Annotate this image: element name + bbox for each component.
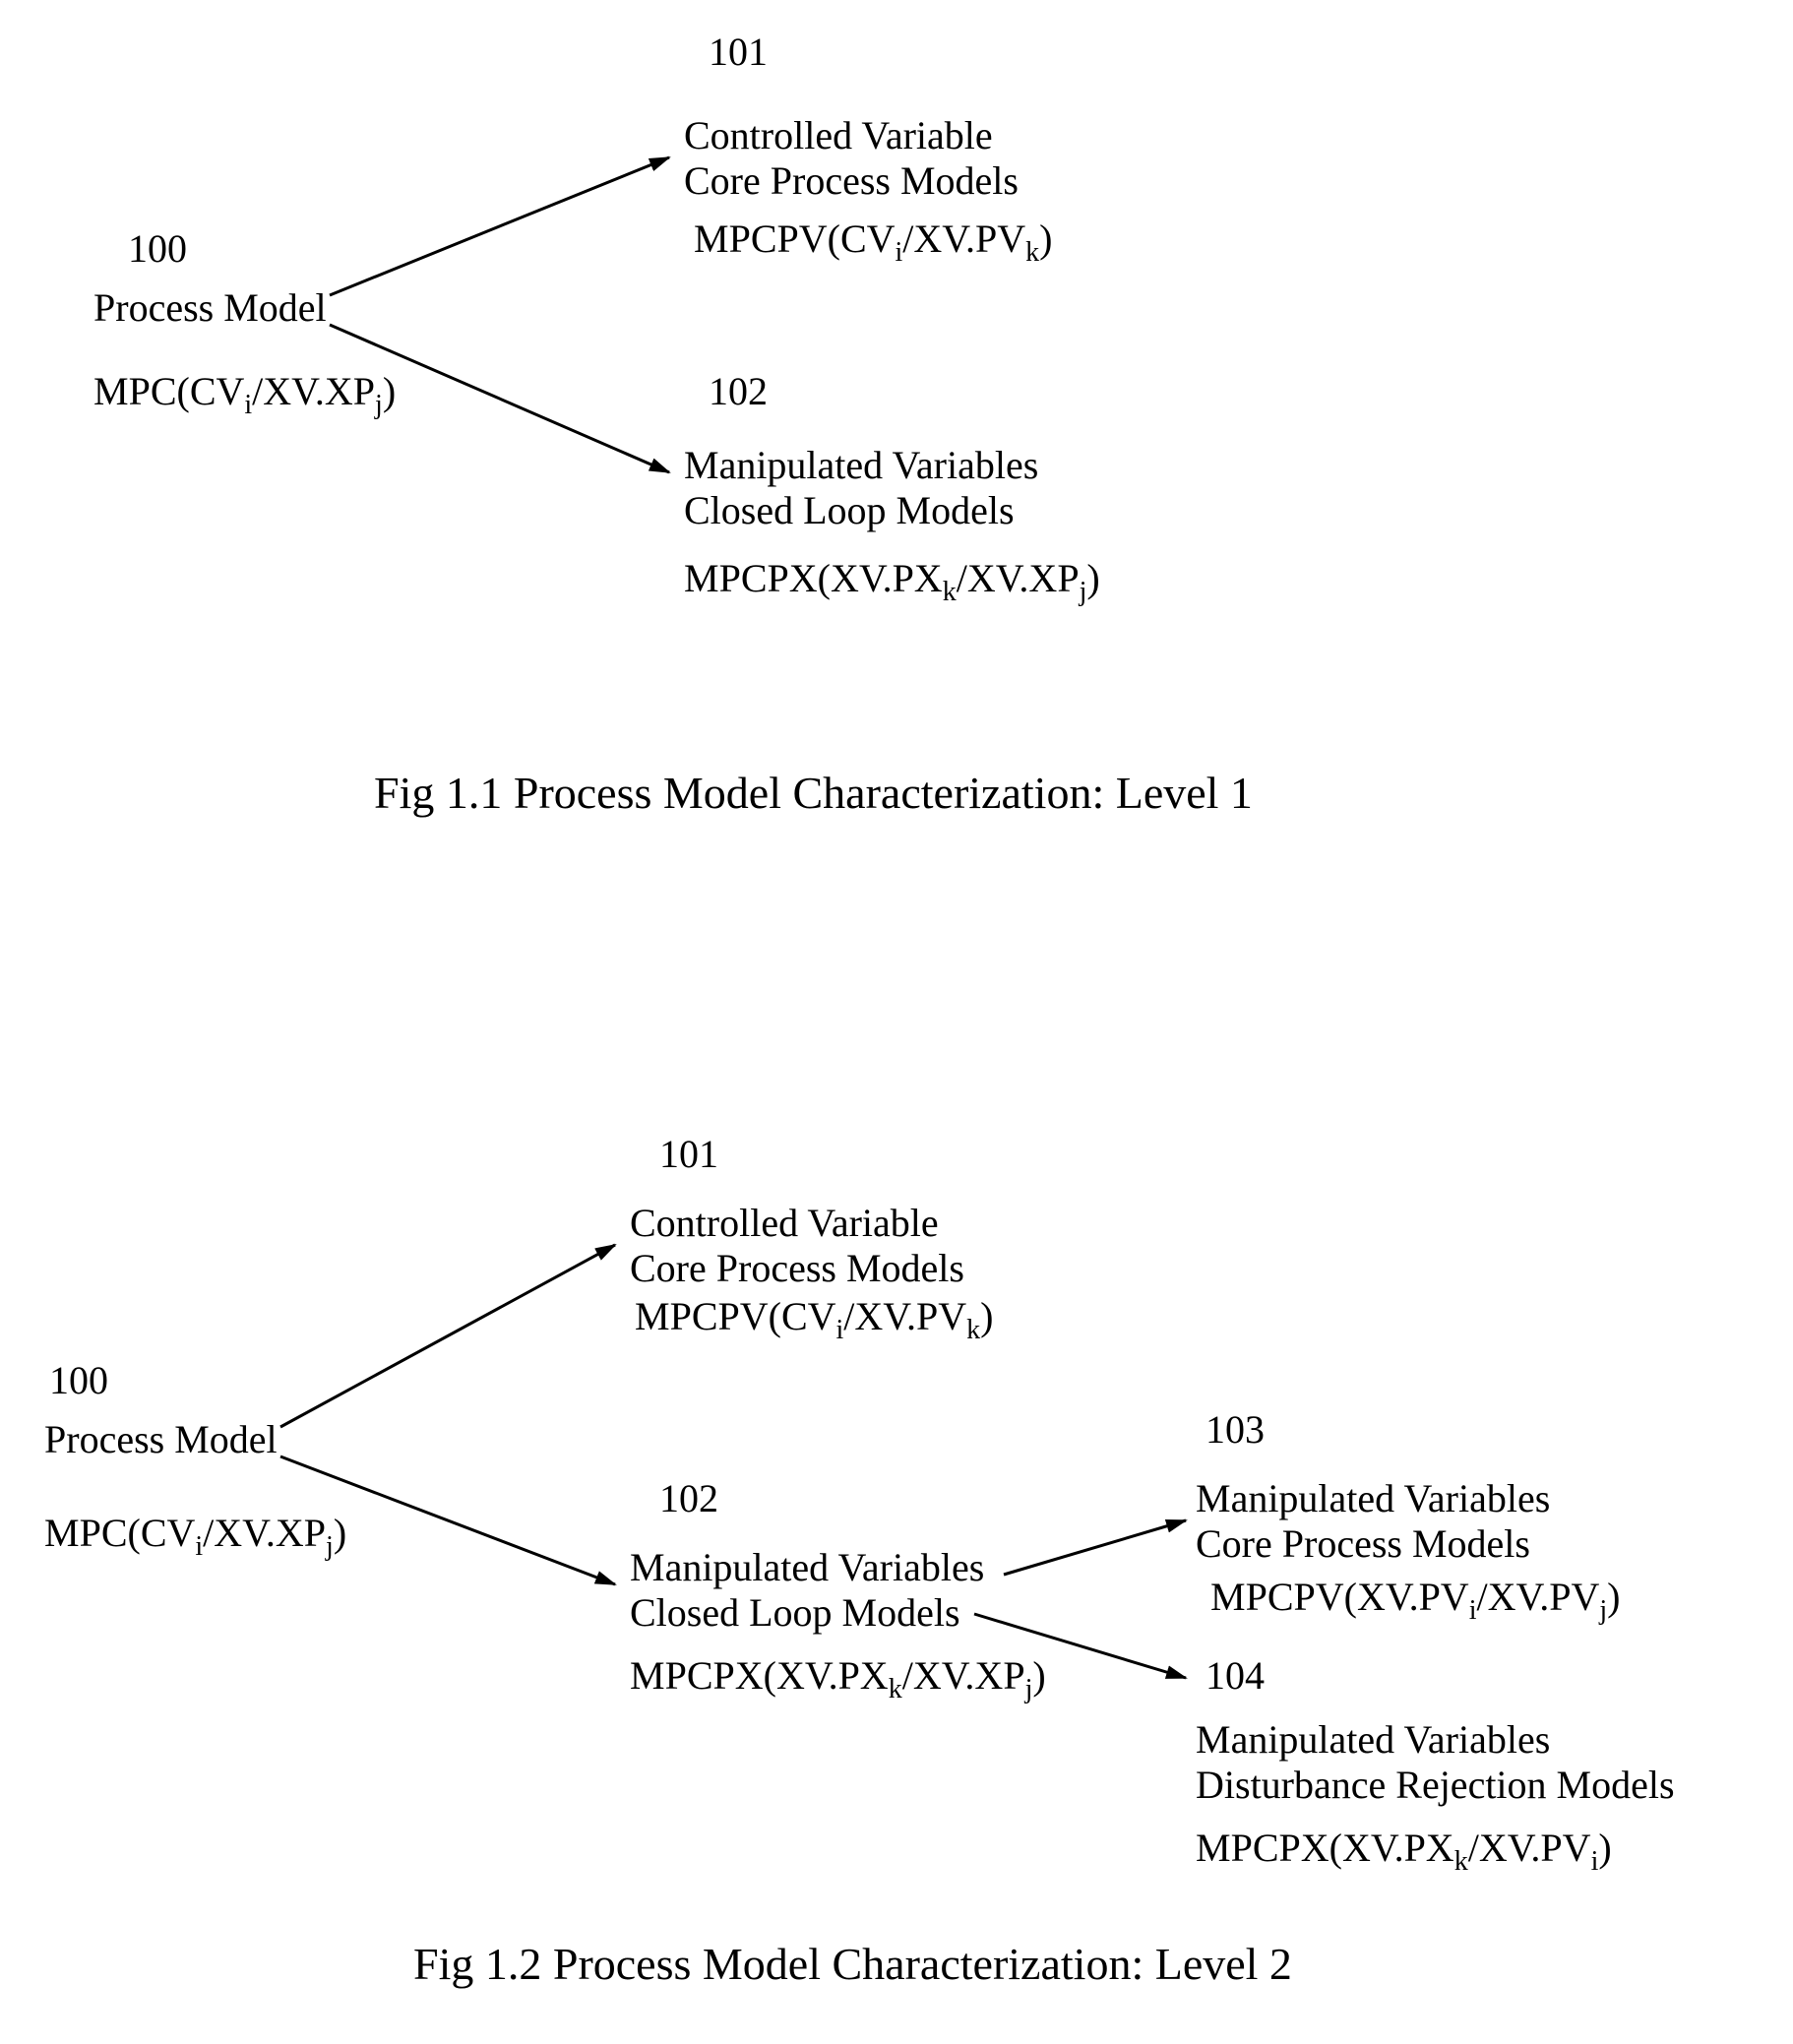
fig2-caption: Fig 1.2 Process Model Characterization: … — [413, 1939, 1292, 1991]
fig2-n101-formula: MPCPV(CVi/XV.PVk) — [635, 1294, 994, 1346]
fig2-n100-id: 100 — [49, 1358, 108, 1403]
fig2-n104-id: 104 — [1206, 1653, 1265, 1699]
page: 100 Process Model MPC(CVi/XV.XPj) 101 Co… — [0, 0, 1793, 2044]
fig1-n100-id: 100 — [128, 226, 187, 272]
fig1-n102-label: Manipulated Variables Closed Loop Models — [684, 443, 1038, 533]
fig2-n100-label: Process Model — [44, 1417, 278, 1462]
fig2-n104-label: Manipulated Variables Disturbance Reject… — [1196, 1717, 1675, 1808]
fig1-n100-formula: MPC(CVi/XV.XPj) — [93, 369, 396, 421]
fig2-n102-label: Manipulated Variables Closed Loop Models — [630, 1545, 984, 1636]
fig2-n104-formula: MPCPX(XV.PXk/XV.PVi) — [1196, 1826, 1612, 1878]
fig2-n102-id: 102 — [659, 1476, 718, 1521]
fig2-n103-formula: MPCPV(XV.PVi/XV.PVj) — [1210, 1575, 1620, 1627]
fig1-n101-id: 101 — [709, 30, 768, 75]
fig2-n103-label: Manipulated Variables Core Process Model… — [1196, 1476, 1550, 1567]
fig1-n101-label: Controlled Variable Core Process Models — [684, 113, 1019, 204]
fig1-caption: Fig 1.1 Process Model Characterization: … — [374, 768, 1253, 820]
fig2-n101-id: 101 — [659, 1132, 718, 1177]
fig2-n101-label: Controlled Variable Core Process Models — [630, 1201, 964, 1291]
fig2-n103-id: 103 — [1206, 1407, 1265, 1453]
fig1-n102-id: 102 — [709, 369, 768, 414]
fig1-n101-formula: MPCPV(CVi/XV.PVk) — [694, 217, 1053, 269]
fig1-n100-label: Process Model — [93, 285, 327, 331]
fig2-n100-formula: MPC(CVi/XV.XPj) — [44, 1511, 346, 1563]
fig1-n102-formula: MPCPX(XV.PXk/XV.XPj) — [684, 556, 1100, 608]
fig2-n102-formula: MPCPX(XV.PXk/XV.XPj) — [630, 1653, 1046, 1705]
